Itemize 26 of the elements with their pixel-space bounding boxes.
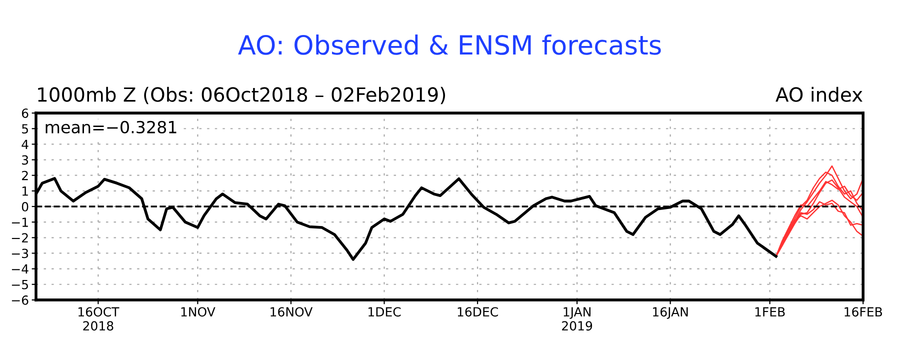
x-tick-label: 16NOV [270, 307, 313, 317]
y-tick-label: −4 [12, 264, 28, 274]
y-tick-label: −5 [12, 280, 28, 290]
text: AO index [776, 86, 862, 102]
y-tick-label: 1 [22, 186, 28, 196]
y-tick-label: −6 [12, 295, 28, 305]
x-tick-label: 1JAN 2019 [562, 307, 592, 331]
y-tick-label: −2 [12, 233, 28, 242]
chart-subtitle: 1000mb Z (Obs: 06Oct2018 – 02Feb2019) [38, 86, 446, 104]
y-tick-label: 3 [22, 155, 28, 165]
x-tick-label: 1FEB [755, 307, 785, 316]
x-tick-label: 16DEC [458, 307, 498, 317]
x-tick-label: 1NOV [181, 307, 216, 317]
y-tick-label: 0 [22, 202, 28, 212]
x-tick-label: 16JAN [653, 307, 688, 319]
y-tick-label: 6 [22, 108, 28, 118]
x-tick-label: 16OCT 2018 [78, 307, 120, 331]
y-tick-label: 2 [22, 170, 28, 180]
y-tick-label: −1 [12, 218, 28, 227]
x-tick-label: 1DEC [368, 307, 401, 317]
y-tick-label: 5 [22, 124, 28, 134]
x-tick-label: 16FEB [844, 307, 882, 317]
y-tick-label: 4 [22, 140, 28, 149]
chart-title: AO: Observed & ENSM forecasts [238, 34, 661, 55]
y-tick-label: −3 [12, 248, 28, 258]
annotation: mean=−0.3281 [46, 120, 176, 134]
